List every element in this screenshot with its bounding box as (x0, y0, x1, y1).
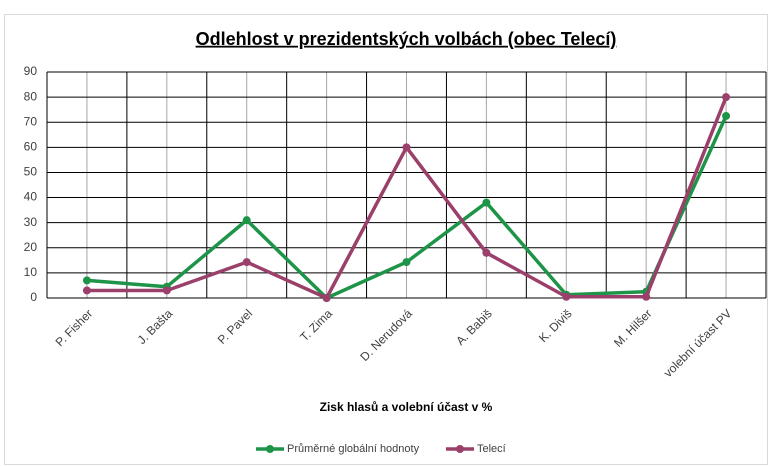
series-marker (482, 248, 491, 257)
legend-label: Průměrné globální hodnoty (287, 443, 420, 455)
series-marker (402, 258, 411, 267)
y-tick-label: 10 (24, 265, 38, 279)
series-marker (402, 143, 411, 152)
series-marker (242, 216, 251, 225)
series-marker (562, 292, 571, 301)
y-tick-label: 70 (24, 114, 38, 128)
y-tick-label: 60 (24, 140, 38, 154)
legend-marker (266, 445, 274, 453)
legend-label: Telecí (477, 443, 506, 455)
y-tick-label: 30 (24, 215, 38, 229)
series-marker (482, 198, 491, 207)
series-marker (642, 292, 651, 301)
series-marker (322, 294, 331, 302)
series-marker (162, 286, 171, 295)
chart-title: Odlehlost v prezidentských volbách (obec… (196, 29, 617, 49)
series-marker (722, 93, 731, 102)
series-marker (722, 111, 731, 120)
y-tick-label: 80 (24, 89, 38, 103)
y-tick-label: 90 (24, 64, 38, 78)
y-tick-label: 0 (30, 290, 37, 304)
y-tick-label: 20 (24, 240, 38, 254)
chart-frame (4, 14, 768, 465)
series-marker (82, 276, 91, 285)
x-axis-title: Zisk hlasů a volební účast v % (320, 400, 493, 414)
series-marker (82, 286, 91, 295)
legend-marker (456, 445, 464, 453)
y-tick-label: 50 (24, 165, 38, 179)
series-marker (242, 258, 251, 267)
y-tick-label: 40 (24, 190, 38, 204)
